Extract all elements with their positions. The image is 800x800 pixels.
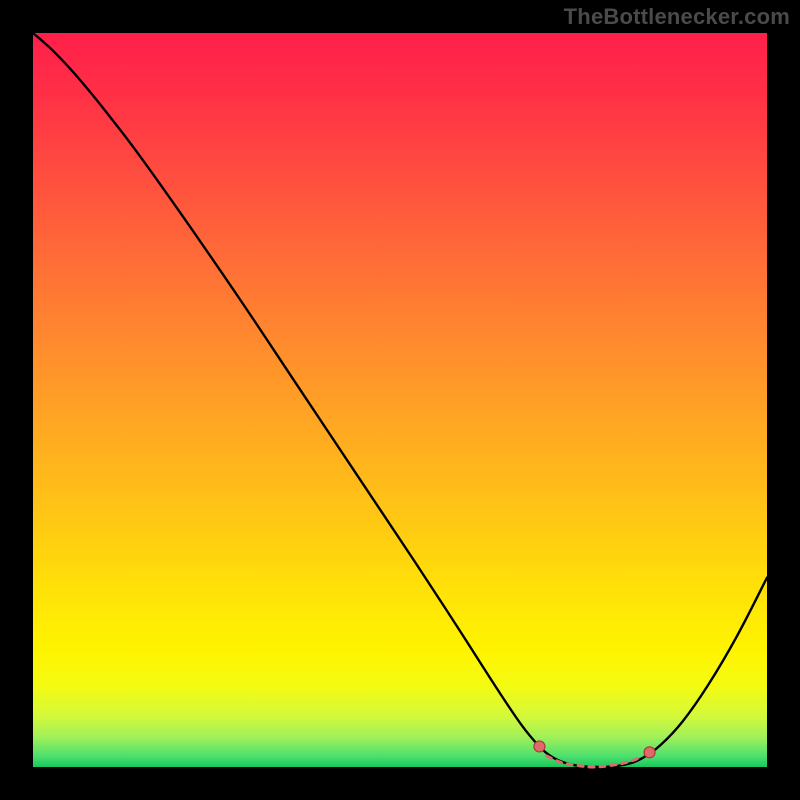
- gradient-background: [33, 33, 767, 767]
- chart-stage: TheBottlenecker.com: [0, 0, 800, 800]
- optimal-range-marker-start: [534, 741, 545, 752]
- optimal-range-marker-end: [644, 747, 655, 758]
- chart-svg: [0, 0, 800, 800]
